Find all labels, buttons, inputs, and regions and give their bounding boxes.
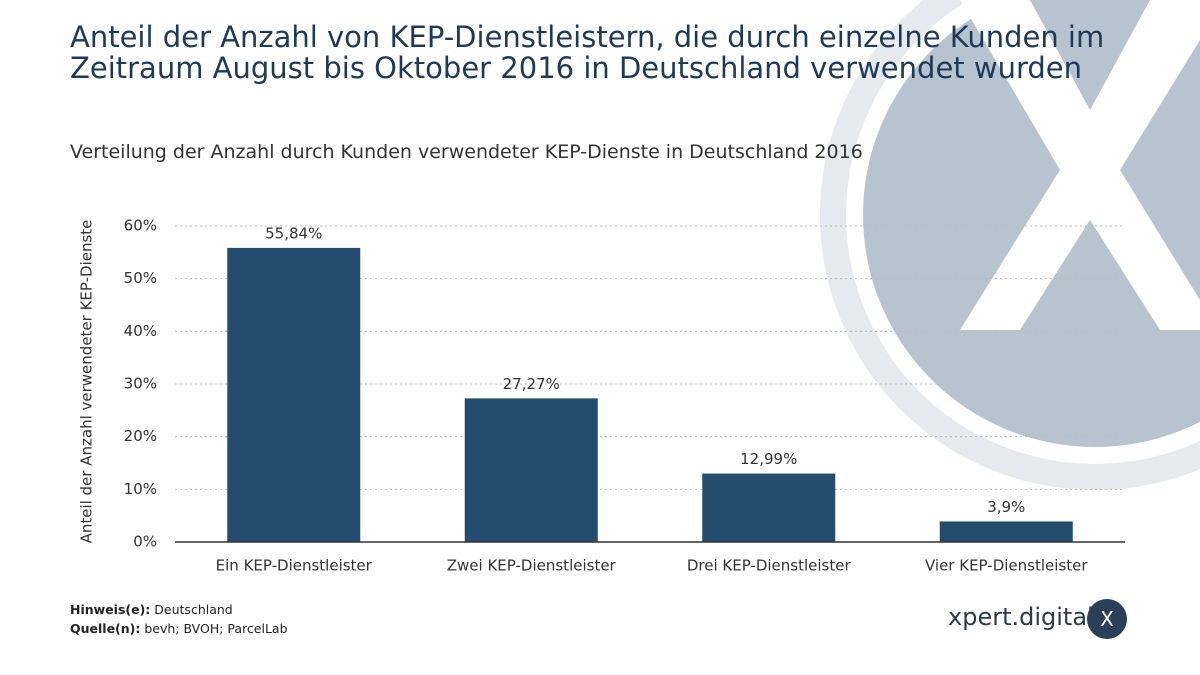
x-tick-label: Drei KEP-Dienstleister	[687, 557, 852, 575]
x-tick-label: Zwei KEP-Dienstleister	[447, 557, 617, 575]
y-tick-label: 40%	[124, 322, 157, 340]
y-tick-label: 10%	[124, 480, 157, 498]
y-axis-label: Anteil der Anzahl verwendeter KEP-Dienst…	[77, 219, 96, 544]
x-tick-label: Ein KEP-Dienstleister	[216, 557, 373, 575]
note-row: Quelle(n): bevh; BVOH; ParcelLab	[70, 619, 288, 638]
note-text: bevh; BVOH; ParcelLab	[144, 621, 288, 636]
bar	[702, 473, 836, 542]
note-label: Hinweis(e):	[70, 602, 151, 617]
y-tick-label: 0%	[133, 533, 157, 551]
decor-x	[960, 0, 1200, 330]
y-tick-label: 60%	[124, 217, 157, 235]
logo-mark: X	[1087, 599, 1127, 639]
note-label: Quelle(n):	[70, 621, 141, 636]
value-label: 55,84%	[265, 224, 322, 242]
y-tick-label: 20%	[124, 427, 157, 445]
x-tick-label: Vier KEP-Dienstleister	[925, 557, 1088, 575]
decor-ring	[820, 0, 1200, 490]
bar	[939, 521, 1073, 542]
background-decoration	[820, 0, 1200, 490]
logo-text: xpert.digital	[948, 603, 1094, 631]
bar	[227, 247, 361, 542]
y-tick-label: 50%	[124, 269, 157, 287]
note-text: Deutschland	[154, 602, 233, 617]
value-label: 3,9%	[987, 498, 1025, 516]
chart-title: Anteil der Anzahl von KEP-Dienstleistern…	[70, 20, 1105, 85]
bar	[464, 398, 598, 542]
value-label: 27,27%	[503, 375, 560, 393]
y-tick-label: 30%	[124, 375, 157, 393]
value-label: 12,99%	[740, 450, 797, 468]
notes: Hinweis(e): Deutschland Quelle(n): bevh;…	[70, 600, 288, 638]
chart-subtitle: Verteilung der Anzahl durch Kunden verwe…	[70, 141, 863, 163]
note-row: Hinweis(e): Deutschland	[70, 600, 288, 619]
